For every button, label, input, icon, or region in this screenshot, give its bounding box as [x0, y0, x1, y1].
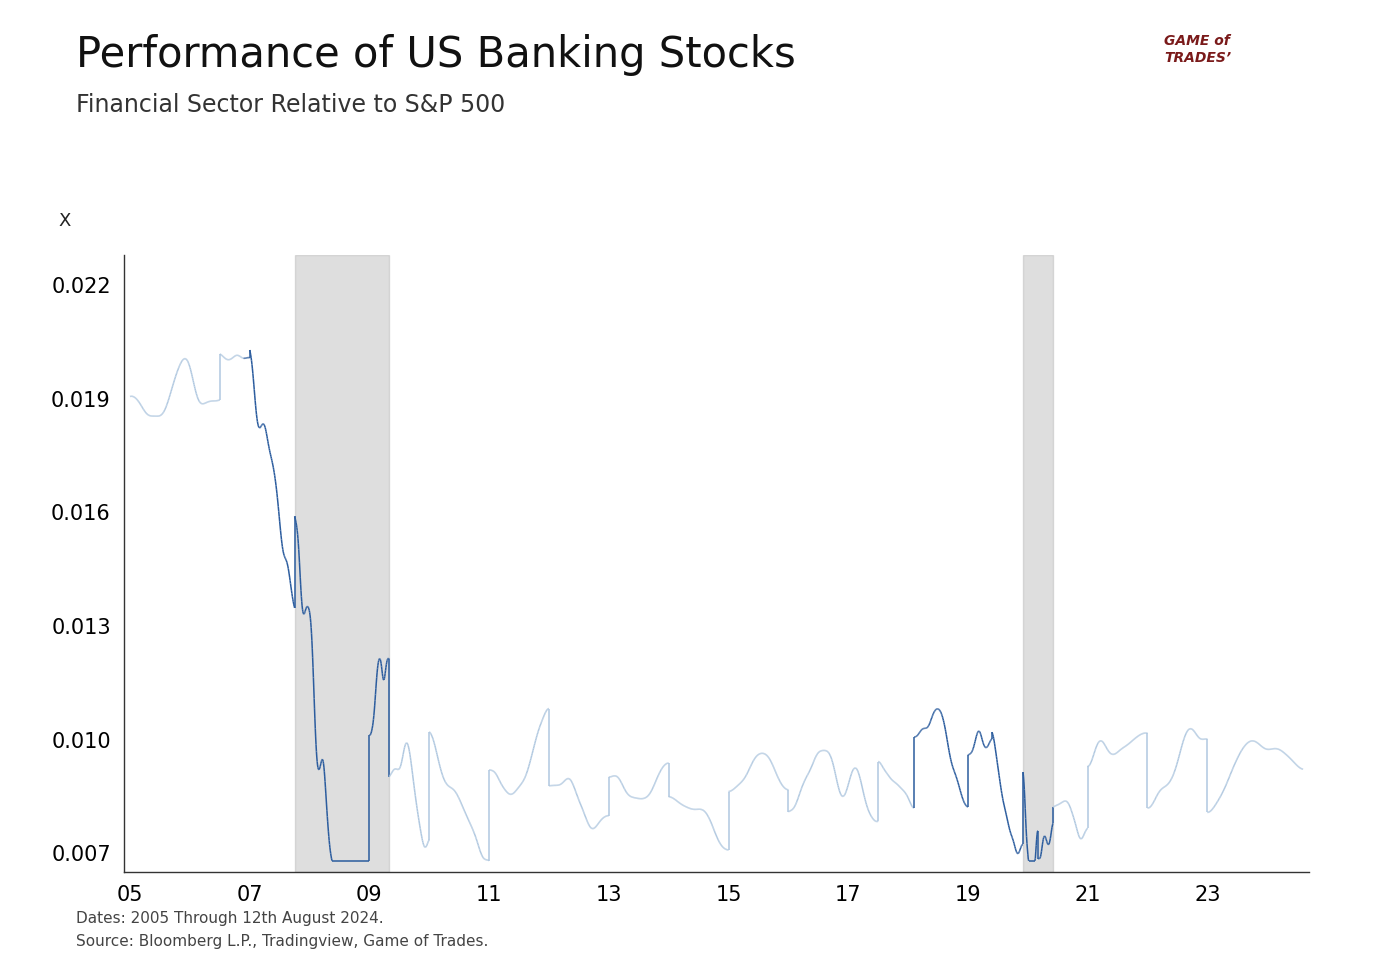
- Text: Dates: 2005 Through 12th August 2024.: Dates: 2005 Through 12th August 2024.: [76, 911, 383, 926]
- Text: X: X: [59, 212, 72, 230]
- Text: Performance of US Banking Stocks: Performance of US Banking Stocks: [76, 34, 795, 76]
- Text: Source: Bloomberg L.P., Tradingview, Game of Trades.: Source: Bloomberg L.P., Tradingview, Gam…: [76, 934, 488, 949]
- Bar: [1022, 255, 1053, 872]
- Text: GAME of
TRADES’: GAME of TRADES’: [1164, 34, 1232, 65]
- Bar: [295, 255, 389, 872]
- Text: Financial Sector Relative to S&P 500: Financial Sector Relative to S&P 500: [76, 93, 506, 117]
